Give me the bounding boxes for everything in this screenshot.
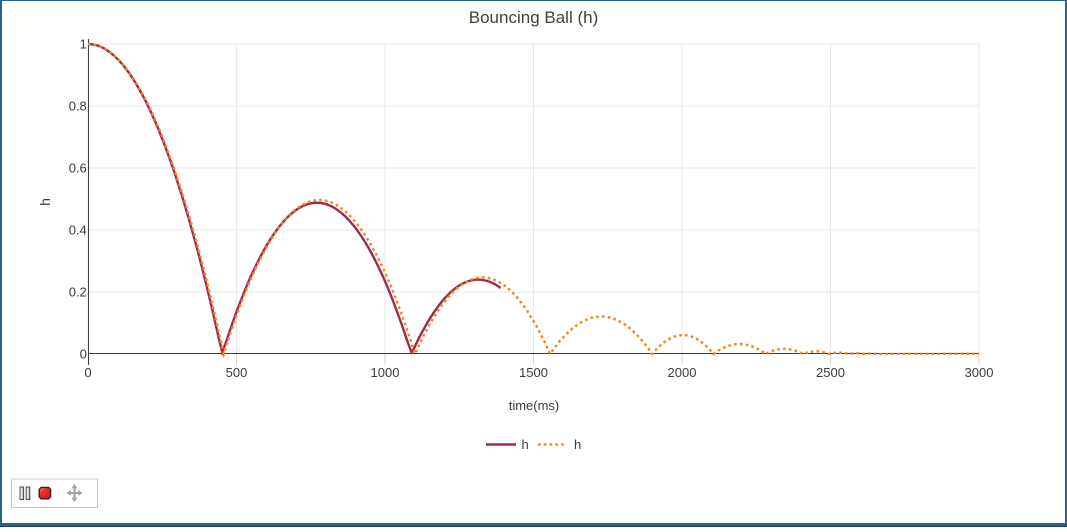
svg-text:h: h: [37, 198, 53, 206]
svg-text:0.8: 0.8: [69, 99, 87, 114]
svg-text:0.2: 0.2: [69, 285, 87, 300]
svg-text:1: 1: [80, 37, 87, 52]
svg-text:0: 0: [84, 365, 91, 380]
svg-text:1000: 1000: [371, 365, 400, 380]
svg-text:Bouncing Ball (h): Bouncing Ball (h): [469, 8, 598, 27]
svg-text:2000: 2000: [668, 365, 697, 380]
svg-text:0.6: 0.6: [69, 161, 87, 176]
svg-text:0.4: 0.4: [69, 223, 87, 238]
svg-text:h: h: [522, 437, 529, 452]
svg-text:h: h: [574, 437, 581, 452]
svg-text:time(ms): time(ms): [509, 398, 560, 413]
svg-text:1500: 1500: [519, 365, 548, 380]
svg-text:3000: 3000: [965, 365, 994, 380]
svg-text:0: 0: [80, 347, 87, 362]
svg-text:500: 500: [226, 365, 248, 380]
svg-text:2500: 2500: [816, 365, 845, 380]
